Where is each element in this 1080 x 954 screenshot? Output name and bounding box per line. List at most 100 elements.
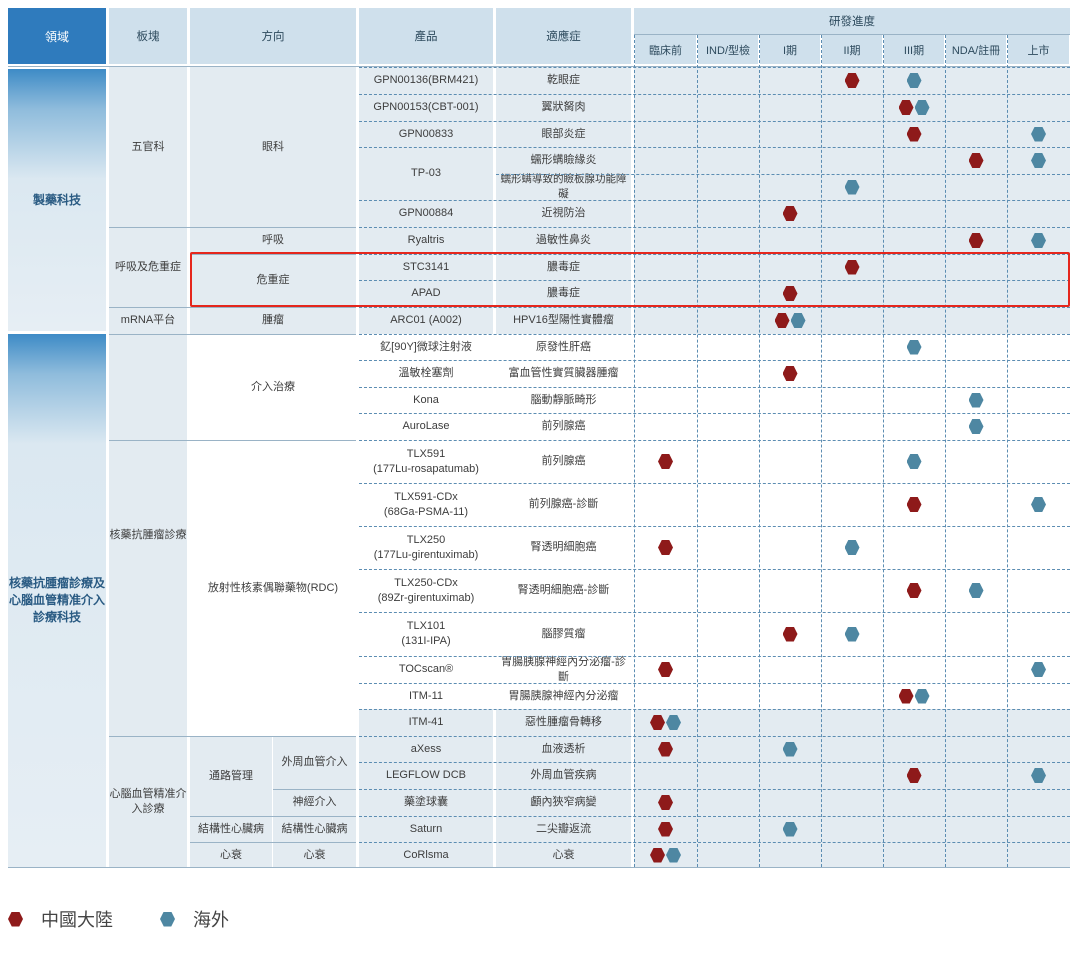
indication-cell: 二尖瓣返流 <box>496 816 631 842</box>
product-cell: APAD <box>359 280 493 307</box>
china-milestone-icon <box>658 821 673 837</box>
product-cell: TLX101 (131I-IPA) <box>359 612 493 656</box>
product-cell: AuroLase <box>359 413 493 440</box>
product-cell: aXess <box>359 736 493 762</box>
product-cell: STC3141 <box>359 254 493 280</box>
grid-line <box>359 360 1070 361</box>
progress-row <box>634 200 1070 227</box>
direction-cell: 危重症 <box>190 254 356 307</box>
direction-cell: 介入治療 <box>190 334 356 440</box>
grid-line <box>359 683 1070 684</box>
header-stage-0: 臨床前 <box>635 35 696 64</box>
indication-cell: 蠕形螨瞼緣炎 <box>496 147 631 174</box>
progress-row <box>634 227 1070 254</box>
indication-cell: 富血管性實質臟器腫瘤 <box>496 360 631 387</box>
china-milestone-icon <box>658 662 673 677</box>
progress-row <box>634 483 1070 526</box>
indication-cell: 近視防治 <box>496 200 631 227</box>
progress-row <box>634 121 1070 147</box>
china-milestone-icon <box>906 497 922 512</box>
product-cell: LEGFLOW DCB <box>359 762 493 789</box>
grid-line <box>359 67 1070 68</box>
grid-line <box>359 736 1070 737</box>
indication-cell: 胃腸胰腺神經內分泌瘤-診斷 <box>496 656 631 683</box>
overseas-milestone-icon <box>906 454 922 469</box>
product-cell: TOCscan® <box>359 656 493 683</box>
progress-row <box>634 683 1070 709</box>
segment-cell: 五官科 <box>109 67 187 227</box>
grid-line <box>1007 35 1008 867</box>
indication-cell: 膿毒症 <box>496 280 631 307</box>
grid-line <box>359 483 1070 484</box>
direction-cell: 放射性核素偶聯藥物(RDC) <box>190 440 356 736</box>
indication-cell: 顱內狹窄病變 <box>496 789 631 816</box>
header-segment: 板塊 <box>109 8 187 64</box>
overseas-milestone-icon <box>666 847 681 863</box>
product-cell: TLX250 (177Lu-girentuximab) <box>359 526 493 569</box>
product-cell: Kona <box>359 387 493 413</box>
subdirection-cell: 外周血管介入 <box>273 736 356 789</box>
indication-cell: 眼部炎症 <box>496 121 631 147</box>
indication-cell: 血液透析 <box>496 736 631 762</box>
grid-line <box>8 867 1070 868</box>
header-indication: 適應症 <box>496 8 631 64</box>
product-cell: 溫敏栓塞劑 <box>359 360 493 387</box>
direction-cell: 眼科 <box>190 67 356 227</box>
grid-line <box>359 147 1070 148</box>
overseas-milestone-icon <box>1031 153 1046 168</box>
progress-row <box>634 709 1070 736</box>
grid-line <box>945 35 946 867</box>
grid-line <box>697 35 698 867</box>
progress-row <box>634 762 1070 789</box>
overseas-milestone-icon <box>844 179 860 195</box>
grid-line <box>109 440 356 441</box>
product-cell: TP-03 <box>359 147 493 200</box>
indication-cell: 過敏性鼻炎 <box>496 227 631 254</box>
progress-row <box>634 656 1070 683</box>
grid-line <box>883 35 884 867</box>
grid-line <box>190 254 356 255</box>
grid-line <box>359 709 1070 710</box>
indication-cell: 腎透明細胞癌-診斷 <box>496 569 631 612</box>
header-stage-4: III期 <box>884 35 944 64</box>
header-domain: 領域 <box>8 8 106 64</box>
overseas-milestone-icon <box>666 715 681 730</box>
progress-row <box>634 307 1070 334</box>
overseas-milestone-icon <box>914 688 930 704</box>
overseas-milestone-icon <box>844 626 860 642</box>
china-milestone-icon <box>898 100 914 115</box>
progress-row <box>634 360 1070 387</box>
progress-row <box>634 413 1070 440</box>
header-product: 產品 <box>359 8 493 64</box>
indication-cell: 乾眼症 <box>496 67 631 94</box>
indication-cell: 翼狀胬肉 <box>496 94 631 121</box>
grid-line <box>359 94 1070 95</box>
overseas-milestone-icon <box>914 100 930 115</box>
product-cell: GPN00884 <box>359 200 493 227</box>
china-milestone-icon <box>844 259 860 275</box>
overseas-milestone-icon <box>968 419 984 434</box>
product-cell: TLX591 (177Lu-rosapatumab) <box>359 440 493 483</box>
indication-cell: 外周血管疾病 <box>496 762 631 789</box>
grid-line <box>496 174 1070 175</box>
progress-row <box>634 569 1070 612</box>
grid-line <box>359 842 1070 843</box>
china-milestone-icon <box>968 153 984 168</box>
product-cell: GPN00136(BRM421) <box>359 67 493 94</box>
overseas-milestone-icon <box>906 339 922 355</box>
indication-cell: 前列腺癌 <box>496 440 631 483</box>
progress-row <box>634 280 1070 307</box>
china-milestone-icon <box>782 626 798 642</box>
progress-row <box>634 789 1070 816</box>
grid-line <box>359 816 1070 817</box>
grid-line <box>8 66 1070 67</box>
product-cell: ITM-11 <box>359 683 493 709</box>
product-cell: TLX591-CDx (68Ga-PSMA-11) <box>359 483 493 526</box>
overseas-milestone-icon <box>968 392 984 408</box>
product-cell: GPN00833 <box>359 121 493 147</box>
china-milestone-icon <box>782 366 798 381</box>
product-cell: ARC01 (A002) <box>359 307 493 334</box>
domain-nuclear-cardio: 核藥抗腫瘤診療及心腦血管精准介入診療科技 <box>8 334 106 867</box>
overseas-milestone-icon <box>1031 126 1046 142</box>
grid-line <box>109 227 356 228</box>
